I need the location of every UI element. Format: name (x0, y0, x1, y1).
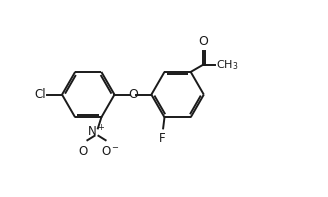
Text: O: O (128, 88, 138, 101)
Text: O: O (198, 35, 208, 48)
Text: F: F (159, 132, 165, 145)
Text: Cl: Cl (34, 88, 46, 101)
Text: O: O (78, 146, 88, 158)
Text: O$^-$: O$^-$ (101, 146, 120, 158)
Text: N$^+$: N$^+$ (87, 124, 106, 139)
Text: CH$_3$: CH$_3$ (216, 58, 238, 72)
